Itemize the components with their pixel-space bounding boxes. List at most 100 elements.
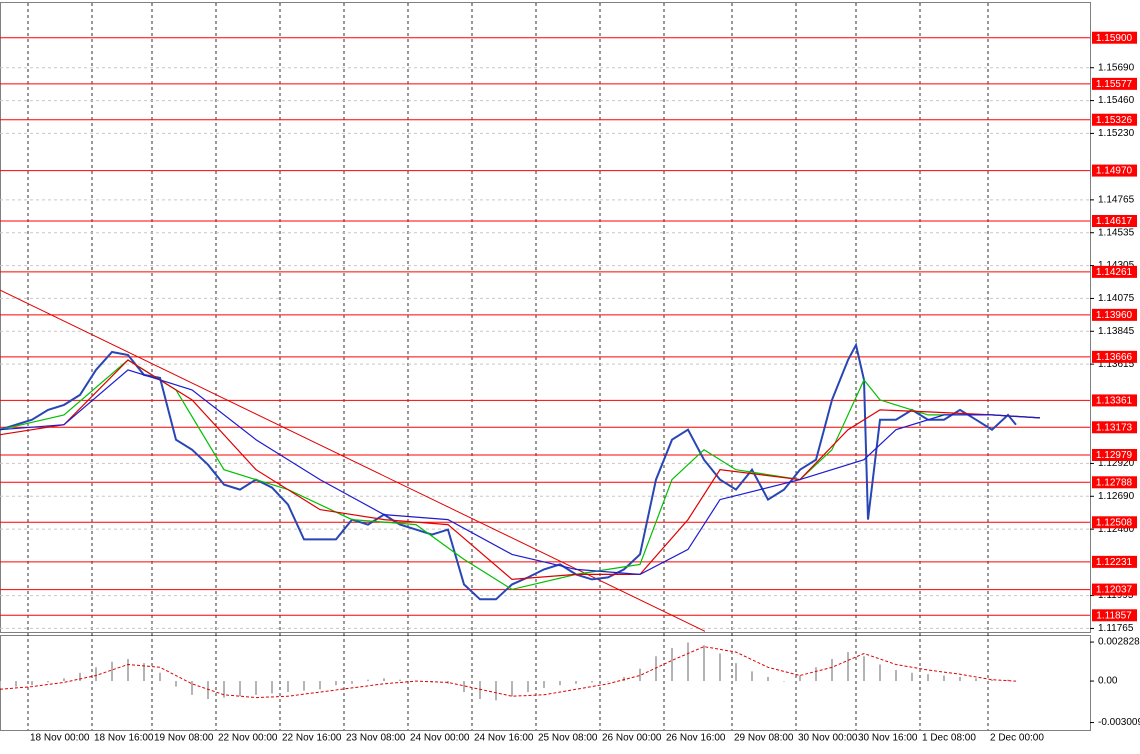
oscillator-bar: [895, 670, 897, 682]
y-tick-label: 0.00: [1098, 676, 1118, 687]
level-label-box: [1092, 77, 1137, 90]
level-label: 1.13960: [1096, 310, 1133, 321]
x-tick-label: 29 Nov 08:00: [734, 733, 794, 744]
level-label-box: [1092, 31, 1137, 44]
oscillator-bar: [767, 676, 769, 682]
oscillator-bar: [495, 681, 497, 701]
y-tick-label: 1.14075: [1098, 293, 1135, 304]
oscillator-bar: [847, 652, 849, 682]
x-tick-label: 24 Nov 16:00: [474, 733, 534, 744]
x-tick-label: 18 Nov 16:00: [94, 733, 154, 744]
oscillator-bar: [623, 676, 625, 682]
level-label-box: [1092, 215, 1137, 227]
level-label-box: [1092, 394, 1137, 407]
oscillator-bar: [879, 664, 881, 682]
oscillator-bar: [783, 681, 785, 682]
oscillator-bar: [207, 681, 209, 699]
oscillator-bar: [143, 663, 145, 682]
oscillator-bar: [671, 647, 673, 682]
x-tick-label: 18 Nov 00:00: [30, 733, 90, 744]
y-tick-label: 1.15460: [1098, 95, 1135, 106]
x-tick-label: 25 Nov 08:00: [538, 733, 598, 744]
y-tick-label: 1.12690: [1098, 491, 1135, 502]
level-label-box: [1092, 449, 1137, 461]
level-label-box: [1092, 350, 1137, 363]
oscillator-bar: [175, 681, 177, 687]
oscillator-bar: [367, 679, 369, 682]
oscillator-bar: [943, 675, 945, 682]
oscillator-bar: [255, 681, 257, 695]
x-tick-label: 26 Nov 00:00: [602, 733, 662, 744]
y-tick-label: -0.003009: [1098, 717, 1140, 728]
oscillator-bar: [735, 663, 737, 682]
oscillator-bar: [479, 681, 481, 699]
oscillator-bar: [559, 681, 561, 686]
oscillator-bar: [95, 667, 97, 682]
oscillator-bar: [159, 672, 161, 682]
y-tick-label: 1.14535: [1098, 227, 1135, 238]
oscillator-panel-frame: [0, 635, 1091, 731]
level-label-box: [1092, 308, 1137, 321]
oscillator-bar: [831, 658, 833, 682]
y-tick-label: 1.12920: [1098, 458, 1135, 469]
level-label: 1.12508: [1096, 517, 1133, 528]
oscillator-bar: [399, 679, 401, 682]
oscillator-bar: [111, 661, 113, 682]
x-tick-label: 24 Nov 00:00: [410, 733, 470, 744]
level-label-box: [1092, 164, 1137, 177]
oscillator-bar: [799, 675, 801, 682]
oscillator-bar: [687, 642, 689, 682]
x-tick-label: 23 Nov 08:00: [346, 733, 406, 744]
y-tick-label: 1.15230: [1098, 128, 1135, 139]
oscillator-bar: [0, 681, 1, 688]
level-label: 1.14970: [1096, 166, 1133, 177]
level-label-box: [1092, 113, 1137, 126]
series-line: [0, 359, 1041, 591]
y-tick-label: 1.14765: [1098, 194, 1135, 205]
oscillator-bar: [287, 681, 289, 693]
oscillator-bar: [239, 681, 241, 697]
y-tick-label: 1.14305: [1098, 260, 1135, 271]
level-label: 1.13361: [1096, 396, 1133, 407]
oscillator-bar: [815, 667, 817, 682]
oscillator-bar: [383, 678, 385, 682]
oscillator-bar: [447, 681, 449, 684]
level-label: 1.11857: [1096, 610, 1132, 621]
oscillator-bar: [63, 678, 65, 682]
oscillator-bar: [335, 681, 337, 686]
oscillator-bar: [927, 674, 929, 682]
level-label-box: [1092, 265, 1137, 278]
level-label: 1.12979: [1096, 450, 1133, 461]
oscillator-bar: [527, 681, 529, 693]
oscillator-bar: [223, 681, 225, 698]
oscillator-bar: [1007, 679, 1009, 682]
oscillator-bar: [911, 672, 913, 682]
level-label-box: [1092, 609, 1137, 622]
y-tick-label: 0.002828: [1098, 637, 1140, 648]
oscillator-bar: [127, 658, 129, 682]
oscillator-bar: [47, 681, 49, 683]
y-tick-label: 1.13615: [1098, 359, 1135, 370]
level-label-box: [1092, 516, 1137, 529]
oscillator-bar: [591, 681, 593, 683]
oscillator-bar: [863, 656, 865, 682]
level-label: 1.14617: [1096, 216, 1133, 227]
level-label: 1.12788: [1096, 477, 1133, 488]
level-label-box: [1092, 583, 1137, 596]
oscillator-bar: [655, 656, 657, 682]
oscillator-bar: [79, 672, 81, 682]
x-tick-label: 2 Dec 00:00: [990, 733, 1044, 744]
x-tick-label: 1 Dec 08:00: [922, 733, 976, 744]
oscillator-bar: [703, 645, 705, 682]
y-tick-label: 1.11765: [1098, 623, 1134, 634]
level-label: 1.15326: [1096, 115, 1133, 126]
oscillator-bar: [319, 681, 321, 690]
oscillator-bar: [959, 676, 961, 682]
oscillator-bar: [191, 681, 193, 695]
main-panel-frame: [0, 2, 1091, 633]
oscillator-bar: [271, 681, 273, 694]
oscillator-bar: [543, 681, 545, 688]
oscillator-bar: [991, 679, 993, 682]
oscillator-bar: [31, 681, 33, 686]
